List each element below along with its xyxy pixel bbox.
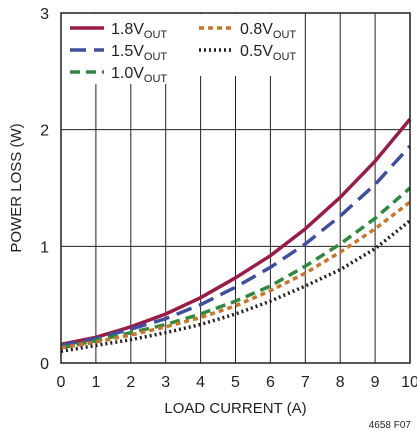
series-line-1_5V	[60, 144, 412, 348]
y-tick-label: 2	[40, 123, 49, 140]
x-tick-label: 2	[126, 374, 135, 391]
legend-label: 0.5VOUT	[240, 43, 296, 63]
x-tick-label: 10	[401, 374, 417, 391]
x-tick-label: 0	[57, 374, 66, 391]
tick-labels: 0 1 2 3 4 5 6 7 8 9 10 0 1 2 3	[40, 6, 417, 391]
x-tick-label: 3	[161, 374, 170, 391]
y-tick-label: 3	[40, 6, 49, 23]
x-tick-label: 7	[301, 374, 310, 391]
legend-label: 0.8VOUT	[240, 21, 296, 41]
legend-background	[96, 60, 186, 84]
legend-label: 1.0VOUT	[111, 65, 167, 85]
x-tick-label: 4	[196, 374, 205, 391]
y-tick-label: 0	[40, 356, 49, 373]
x-tick-label: 1	[91, 374, 100, 391]
x-tick-label: 5	[231, 374, 240, 391]
series-line-1_8V	[60, 118, 412, 347]
series-lines	[60, 118, 412, 354]
legend-label: 1.5VOUT	[111, 43, 167, 63]
series-line-1_0V	[60, 186, 412, 350]
figure-id: 4658 F07	[369, 420, 412, 431]
plot-frame	[60, 12, 411, 364]
x-tick-label: 6	[266, 374, 275, 391]
series-line-0_5V	[60, 219, 412, 354]
legend-label: 1.8VOUT	[111, 21, 167, 41]
y-axis-title: POWER LOSS (W)	[8, 123, 25, 252]
x-tick-label: 8	[336, 374, 345, 391]
x-axis-title: LOAD CURRENT (A)	[164, 400, 306, 417]
x-tick-label: 9	[371, 374, 380, 391]
plot-border	[60, 12, 411, 364]
y-tick-label: 1	[40, 239, 49, 256]
